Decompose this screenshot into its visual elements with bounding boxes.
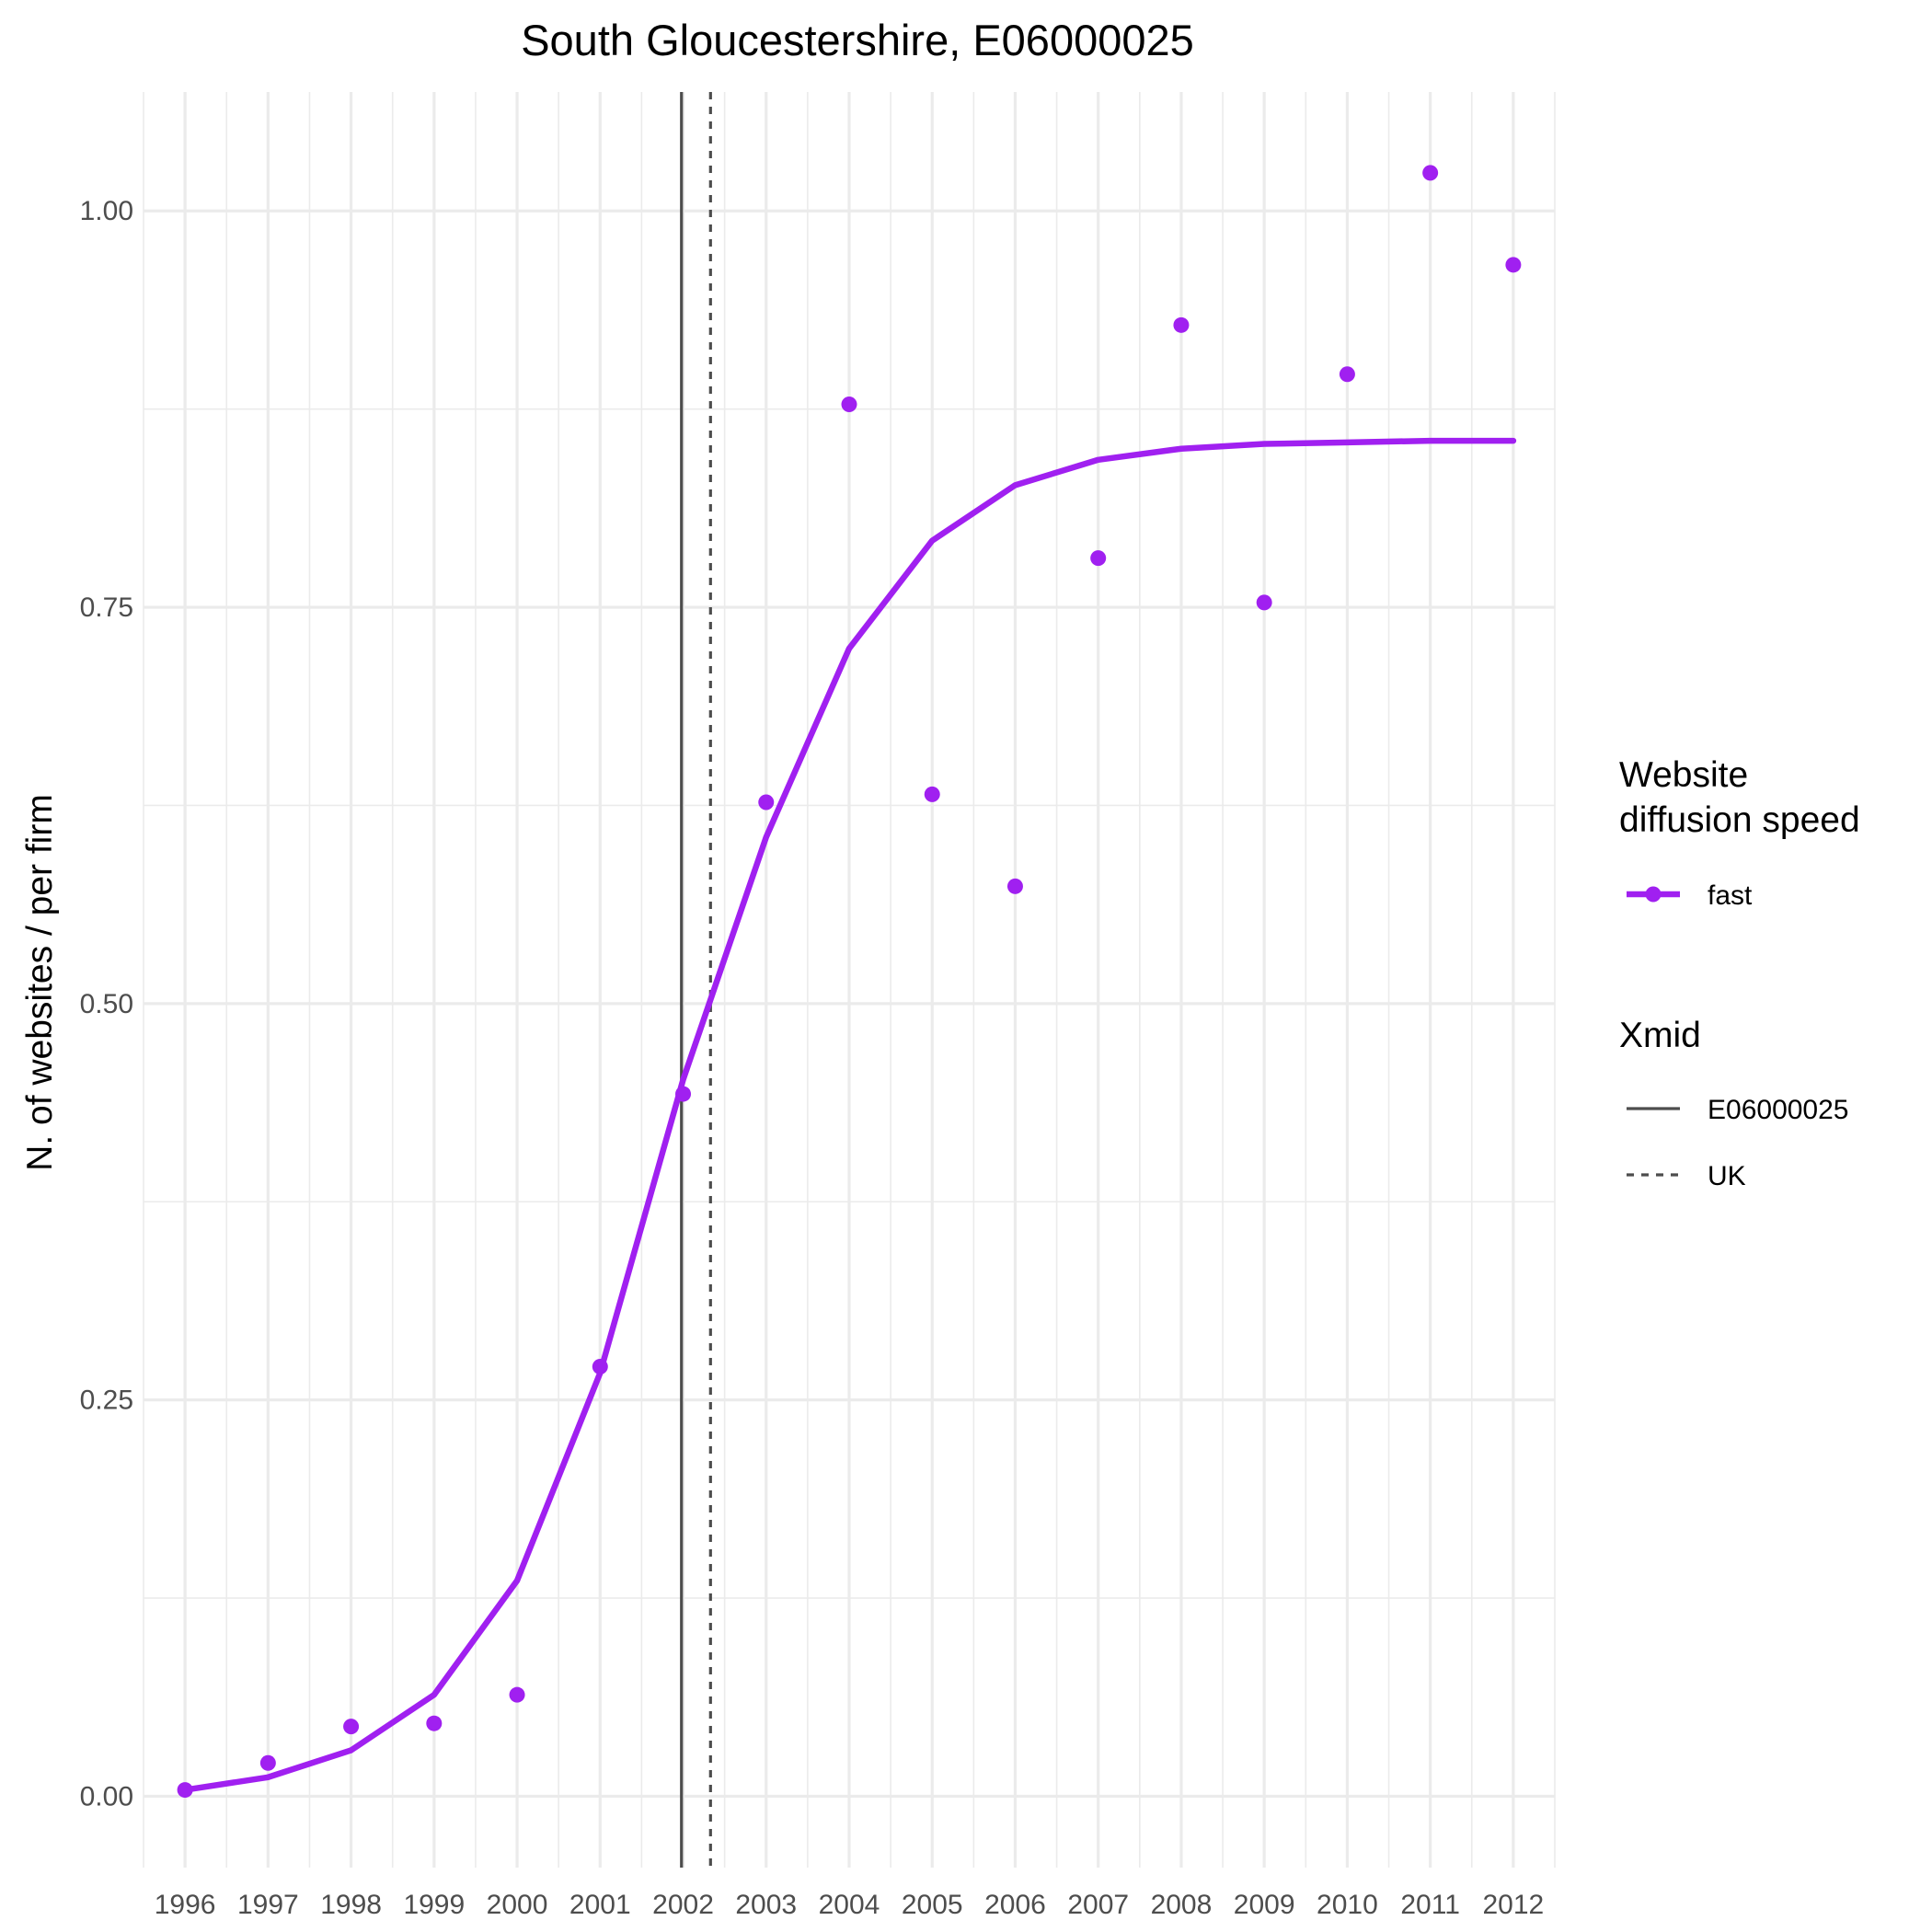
chart-title: South Gloucestershire, E06000025 bbox=[521, 16, 1194, 64]
x-tick-label: 2008 bbox=[1151, 1890, 1213, 1920]
y-tick-label: 0.25 bbox=[80, 1386, 133, 1416]
data-point bbox=[592, 1358, 608, 1374]
legend: Website diffusion speed fast Xmid E06000025 U… bbox=[1619, 755, 1860, 1191]
fitted-line-fast bbox=[181, 437, 1517, 1793]
data-point bbox=[1505, 257, 1522, 273]
tick-labels: 1996 1997 1998 1999 2000 2001 2002 2003 2004 2005… bbox=[80, 196, 1545, 1920]
data-point bbox=[1006, 878, 1023, 894]
legend-title-xmid: Xmid bbox=[1619, 1016, 1701, 1055]
legend-title-speed: Website bbox=[1619, 755, 1748, 795]
y-tick-label: 0.50 bbox=[80, 989, 133, 1019]
x-tick-label: 2007 bbox=[1067, 1890, 1129, 1920]
x-tick-label: 2002 bbox=[652, 1890, 714, 1920]
data-point bbox=[1422, 165, 1439, 181]
y-tick-label: 0.75 bbox=[80, 592, 133, 623]
legend-label: UK bbox=[1708, 1161, 1746, 1191]
legend-label: fast bbox=[1708, 880, 1753, 911]
x-tick-label: 2006 bbox=[984, 1890, 1046, 1920]
series-layer bbox=[177, 165, 1522, 1799]
data-point bbox=[259, 1754, 276, 1771]
x-tick-label: 2004 bbox=[819, 1890, 880, 1920]
x-tick-label: 2005 bbox=[902, 1890, 963, 1920]
data-point bbox=[758, 794, 775, 811]
x-tick-label: 2012 bbox=[1483, 1890, 1545, 1920]
data-point bbox=[1090, 550, 1107, 567]
legend-title-speed: diffusion speed bbox=[1619, 800, 1860, 840]
x-tick-label: 2010 bbox=[1317, 1890, 1378, 1920]
x-tick-label: 2011 bbox=[1400, 1890, 1460, 1920]
y-tick-label: 1.00 bbox=[80, 196, 133, 226]
x-tick-label: 2000 bbox=[487, 1890, 548, 1920]
x-tick-label: 1996 bbox=[155, 1890, 216, 1920]
data-point bbox=[1173, 316, 1190, 333]
data-point bbox=[509, 1686, 525, 1703]
x-tick-label: 1999 bbox=[403, 1890, 465, 1920]
legend-key-point bbox=[1645, 886, 1662, 903]
x-tick-label: 2009 bbox=[1234, 1890, 1295, 1920]
data-point bbox=[924, 786, 940, 802]
x-tick-label: 2003 bbox=[735, 1890, 797, 1920]
grid bbox=[143, 92, 1556, 1868]
data-point bbox=[177, 1782, 193, 1799]
x-tick-label: 1997 bbox=[237, 1890, 299, 1920]
legend-label: E06000025 bbox=[1708, 1095, 1849, 1125]
data-point bbox=[1256, 594, 1272, 611]
x-tick-label: 2001 bbox=[569, 1890, 631, 1920]
data-point bbox=[343, 1719, 360, 1735]
y-tick-label: 0.00 bbox=[80, 1781, 133, 1811]
data-point bbox=[675, 1086, 692, 1102]
x-tick-label: 1998 bbox=[320, 1890, 382, 1920]
data-point bbox=[426, 1715, 443, 1731]
data-point bbox=[841, 396, 857, 412]
data-point bbox=[1339, 366, 1355, 383]
y-axis-title: N. of websites / per firm bbox=[20, 794, 60, 1171]
reference-lines bbox=[680, 92, 712, 1868]
